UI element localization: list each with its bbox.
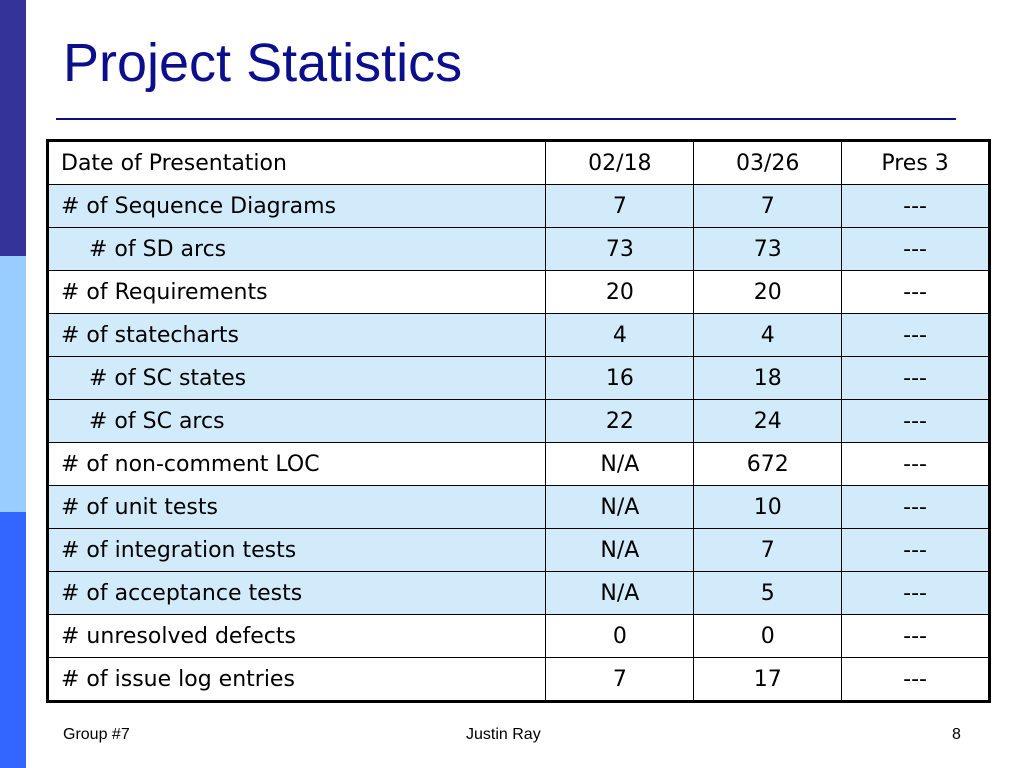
row-label-cell: # of acceptance tests [46,571,547,615]
row-value-cell: 20 [693,270,843,314]
table-row: # of integration tests N/A 7 --- [46,528,990,572]
table-row: # unresolved defects 0 0 --- [46,614,990,658]
row-label-cell: # of statecharts [46,313,547,357]
table-row: # of SC states 16 18 --- [46,356,990,400]
row-value-cell: 7 [545,184,695,228]
row-value-cell: --- [841,270,990,314]
table-row: # of non-comment LOC N/A 672 --- [46,442,990,486]
row-value-cell: 7 [545,657,695,702]
row-label-cell: # unresolved defects [46,614,547,658]
row-value-cell: 4 [545,313,695,357]
row-value-cell: --- [841,442,990,486]
row-label-cell: # of issue log entries [46,657,547,702]
row-value-cell: --- [841,184,990,228]
table-row: # of SD arcs 73 73 --- [46,227,990,271]
header-cell-date-1: 02/18 [545,140,695,185]
row-label-cell: # of integration tests [46,528,547,572]
row-value-cell: 7 [693,184,843,228]
row-value-cell: 5 [693,571,843,615]
title-divider [56,118,956,120]
row-value-cell: N/A [545,528,695,572]
row-label-cell: # of non-comment LOC [46,442,547,486]
row-label-cell: # of SC arcs [46,399,547,443]
table-header-row: Date of Presentation 02/18 03/26 Pres 3 [46,140,990,185]
row-value-cell: 10 [693,485,843,529]
row-value-cell: 4 [693,313,843,357]
table-row: # of unit tests N/A 10 --- [46,485,990,529]
row-value-cell: 24 [693,399,843,443]
table-row: # of issue log entries 7 17 --- [46,657,990,702]
row-value-cell: 22 [545,399,695,443]
side-bar-bottom [0,512,26,768]
table-row: # of acceptance tests N/A 5 --- [46,571,990,615]
row-label-cell: # of SD arcs [46,227,547,271]
side-bar-middle [0,256,26,512]
row-value-cell: --- [841,399,990,443]
row-value-cell: 17 [693,657,843,702]
row-value-cell: 672 [693,442,843,486]
row-value-cell: --- [841,356,990,400]
row-value-cell: 73 [545,227,695,271]
slide-title: Project Statistics [63,33,463,93]
row-value-cell: 20 [545,270,695,314]
header-cell-label: Date of Presentation [46,140,547,185]
footer-author: Justin Ray [466,726,541,743]
footer-page-number: 8 [952,726,961,743]
row-value-cell: --- [841,657,990,702]
row-label-cell: # of Sequence Diagrams [46,184,547,228]
header-cell-date-2: 03/26 [693,140,843,185]
statistics-table: Date of Presentation 02/18 03/26 Pres 3 … [46,139,991,703]
header-cell-date-3: Pres 3 [841,140,990,185]
row-value-cell: 16 [545,356,695,400]
row-value-cell: 73 [693,227,843,271]
table-row: # of Requirements 20 20 --- [46,270,990,314]
row-value-cell: --- [841,485,990,529]
side-bar-top [0,0,26,256]
row-value-cell: 7 [693,528,843,572]
row-value-cell: --- [841,528,990,572]
table-row: # of Sequence Diagrams 7 7 --- [46,184,990,228]
row-value-cell: N/A [545,485,695,529]
footer-group: Group #7 [63,726,130,743]
row-value-cell: --- [841,614,990,658]
row-value-cell: --- [841,571,990,615]
row-value-cell: N/A [545,442,695,486]
row-value-cell: --- [841,227,990,271]
row-label-cell: # of Requirements [46,270,547,314]
row-label-cell: # of SC states [46,356,547,400]
row-value-cell: --- [841,313,990,357]
row-value-cell: 18 [693,356,843,400]
table-row: # of SC arcs 22 24 --- [46,399,990,443]
row-value-cell: 0 [545,614,695,658]
row-value-cell: 0 [693,614,843,658]
table-row: # of statecharts 4 4 --- [46,313,990,357]
row-label-cell: # of unit tests [46,485,547,529]
row-value-cell: N/A [545,571,695,615]
